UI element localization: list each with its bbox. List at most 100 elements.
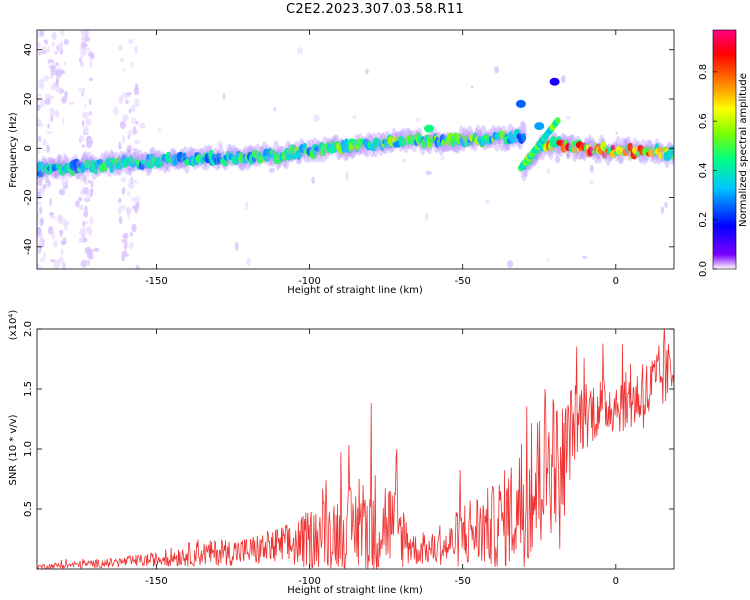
heatmap-speckle	[87, 253, 92, 259]
heatmap-speckle	[132, 148, 138, 152]
heatmap-speckle	[43, 75, 49, 82]
heatmap-speckle	[40, 83, 45, 90]
heatmap-speckle	[133, 196, 141, 205]
heatmap-speckle	[118, 197, 122, 204]
heatmap-speckle	[84, 205, 88, 215]
heatmap-speckle	[485, 199, 490, 205]
heatmap-speckle	[88, 111, 93, 116]
heatmap-speckle	[37, 262, 39, 268]
heatmap-speckle	[89, 59, 93, 68]
snr-y-tick-label: 1.5	[23, 381, 34, 397]
heatmap-speckle	[81, 144, 86, 148]
heatmap-speckle	[50, 215, 57, 219]
heatmap-speckle	[118, 216, 123, 225]
heatmap-speckle	[58, 69, 65, 73]
heatmap-speckle	[39, 206, 43, 215]
heatmap-speckle	[60, 248, 64, 256]
snr-y-tick-label: 2.0	[23, 321, 34, 337]
heatmap-speckle	[85, 247, 91, 254]
heatmap-speckle	[56, 86, 62, 93]
heatmap-ridge-cell	[184, 158, 191, 166]
heatmap-speckle	[82, 197, 88, 202]
heatmap-speckle	[365, 68, 369, 75]
heatmap-ridge-cell	[350, 138, 359, 146]
heatmap-speckle	[60, 230, 63, 238]
snr-x-tick-label: 0	[613, 576, 619, 587]
snr-axes: -150 -100 -50 0 0.5 1.0 1.5 2.0	[23, 321, 674, 587]
heatmap-speckle	[128, 243, 134, 250]
heatmap-speckle	[85, 170, 91, 178]
heatmap-y-tick-label: 20	[23, 93, 34, 106]
heatmap-speckle	[80, 154, 87, 162]
heatmap-x-tick-label: -100	[298, 276, 321, 287]
heatmap-speckle	[268, 167, 275, 173]
heatmap-speckle	[129, 232, 134, 237]
heatmap-speckle	[82, 174, 87, 182]
heatmap-speckle	[177, 160, 184, 169]
heatmap-speckle	[38, 135, 42, 142]
snr-series-line	[37, 329, 674, 569]
heatmap-x-tick-label: -150	[145, 276, 168, 287]
heatmap-x-tick-label: -50	[455, 276, 471, 287]
heatmap-ridge-cell	[109, 162, 115, 174]
heatmap-speckle	[51, 32, 57, 40]
heatmap-speckle	[62, 237, 67, 246]
heatmap-speckle	[46, 179, 51, 188]
heatmap-spot	[549, 77, 560, 86]
heatmap-speckle	[90, 180, 94, 189]
heatmap-speckle	[118, 44, 123, 52]
heatmap-speckle	[39, 217, 44, 227]
heatmap-speckle	[83, 186, 89, 195]
heatmap-x-tick-label: 0	[613, 276, 619, 287]
heatmap-spot	[515, 99, 526, 108]
heatmap-speckle	[589, 180, 594, 185]
heatmap-speckle	[69, 101, 75, 106]
heatmap-speckle	[39, 238, 44, 247]
heatmap-speckle	[62, 117, 65, 125]
heatmap-speckle	[58, 188, 66, 196]
heatmap-speckle	[93, 247, 100, 252]
heatmap-speckle	[43, 251, 47, 260]
heatmap-speckle	[546, 168, 551, 174]
heatmap-speckle	[50, 114, 54, 123]
heatmap-ridge-cell	[159, 160, 165, 167]
snr-x-tick-label: -150	[145, 576, 168, 587]
heatmap-speckle	[50, 259, 56, 263]
heatmap-speckle	[38, 148, 41, 155]
heatmap-speckle	[56, 79, 59, 86]
colorbar-label: Normalized spectral amplitude	[738, 73, 749, 227]
heatmap-speckle	[39, 31, 45, 37]
heatmap-speckle	[42, 139, 48, 147]
heatmap-speckle	[131, 185, 135, 189]
heatmap-speckle	[44, 98, 51, 105]
heatmap-ridge-cell	[587, 146, 595, 157]
heatmap-speckle	[123, 232, 129, 240]
heatmap-ridge-cell	[97, 159, 104, 166]
heatmap-speckle	[134, 98, 140, 108]
heatmap-speckle	[82, 125, 89, 135]
heatmap-speckle	[63, 38, 70, 46]
heatmap-speckle	[56, 154, 62, 162]
heatmap-speckle	[126, 144, 132, 153]
colorbar-axes: 0.0 0.2 0.4 0.6 0.8	[698, 64, 717, 277]
heatmap-speckle	[133, 87, 140, 96]
heatmap-speckle	[415, 117, 421, 122]
heatmap-speckle	[37, 226, 42, 236]
heatmap-speckle	[582, 255, 588, 259]
heatmap-spot	[534, 122, 545, 131]
heatmap-speckle	[89, 156, 94, 160]
heatmap-speckle	[547, 258, 550, 262]
heatmap-speckle	[425, 170, 432, 176]
heatmap-speckle	[39, 99, 45, 108]
heatmap-speckle	[51, 230, 55, 240]
heatmap-speckle	[83, 112, 90, 118]
heatmap-speckle	[82, 35, 85, 44]
heatmap-ridge-cell	[146, 154, 151, 162]
heatmap-speckle	[506, 260, 514, 268]
heatmap-speckle	[49, 95, 55, 100]
heatmap-speckle	[133, 139, 141, 145]
heatmap-speckle	[38, 51, 42, 56]
snr-y-axis-label: SNR (10 * v/v)	[8, 414, 19, 485]
heatmap-speckle	[61, 178, 66, 188]
heatmap-speckle	[60, 30, 65, 37]
